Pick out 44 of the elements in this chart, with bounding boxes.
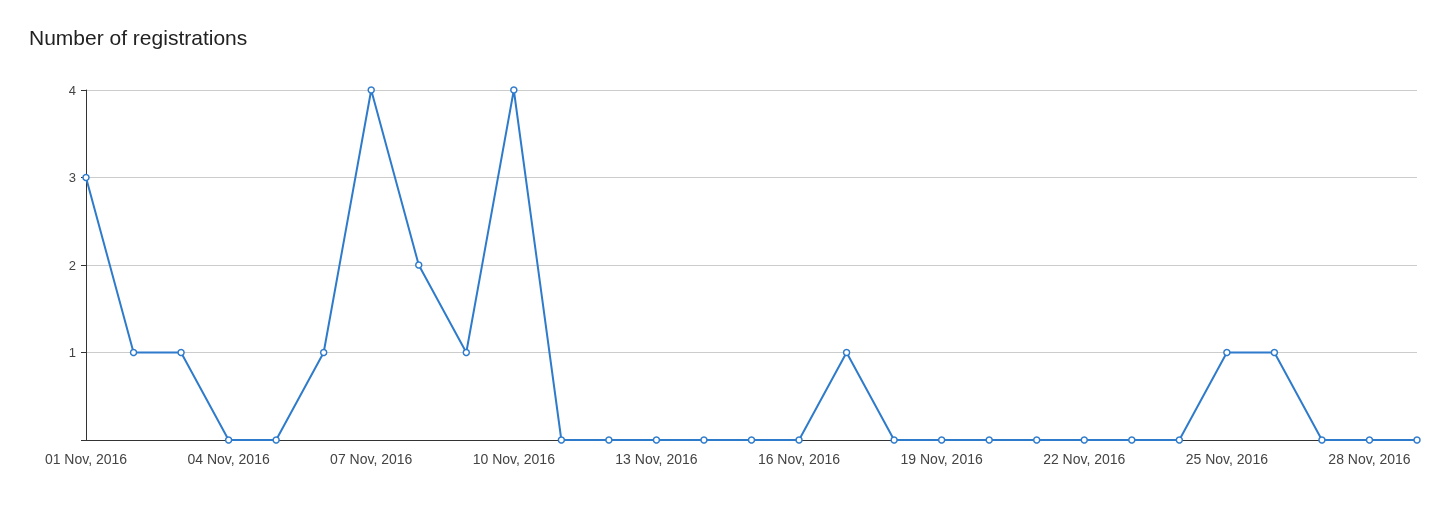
- point: [1175, 436, 1184, 444]
- point: [652, 436, 661, 444]
- y-tick-label: 3: [68, 170, 76, 185]
- x-tick-label: 07 Nov, 2016: [330, 451, 413, 467]
- y-tick-label: 1: [68, 345, 76, 360]
- x-tick-label: 22 Nov, 2016: [1043, 451, 1126, 467]
- point: [510, 86, 518, 94]
- point: [272, 436, 280, 444]
- point: [557, 436, 566, 444]
- point: [842, 348, 851, 357]
- point: [937, 436, 946, 444]
- point: [415, 261, 423, 269]
- point: [462, 348, 471, 357]
- point: [1128, 436, 1136, 444]
- point: [605, 436, 613, 444]
- point: [82, 173, 90, 182]
- point: [1365, 436, 1374, 444]
- point: [1413, 436, 1421, 444]
- x-tick-label: 28 Nov, 2016: [1328, 451, 1411, 467]
- point: [224, 436, 233, 444]
- x-tick-label: 10 Nov, 2016: [472, 451, 556, 467]
- point: [1080, 436, 1088, 444]
- point: [700, 436, 708, 444]
- x-tick-label: 25 Nov, 2016: [1185, 451, 1269, 467]
- point: [177, 348, 185, 357]
- x-tick-label: 04 Nov, 2016: [187, 451, 270, 467]
- point: [890, 436, 898, 444]
- point: [1318, 436, 1326, 444]
- x-tick-label: 19 Nov, 2016: [900, 451, 983, 467]
- point: [367, 86, 375, 94]
- y-tick-label: 4: [68, 82, 76, 98]
- point: [1223, 348, 1231, 357]
- chart-title: Number of registrations: [29, 26, 248, 49]
- x-tick-label: 13 Nov, 2016: [615, 451, 698, 467]
- x-tick-label: 16 Nov, 2016: [757, 451, 841, 467]
- point: [985, 436, 993, 444]
- point: [795, 436, 803, 444]
- point: [1032, 436, 1041, 444]
- point: [747, 436, 756, 444]
- x-tick-label: 01 Nov, 2016: [44, 451, 128, 467]
- point: [1270, 348, 1279, 357]
- y-tick-label: 2: [68, 257, 76, 273]
- point: [129, 348, 138, 357]
- point: [319, 348, 328, 357]
